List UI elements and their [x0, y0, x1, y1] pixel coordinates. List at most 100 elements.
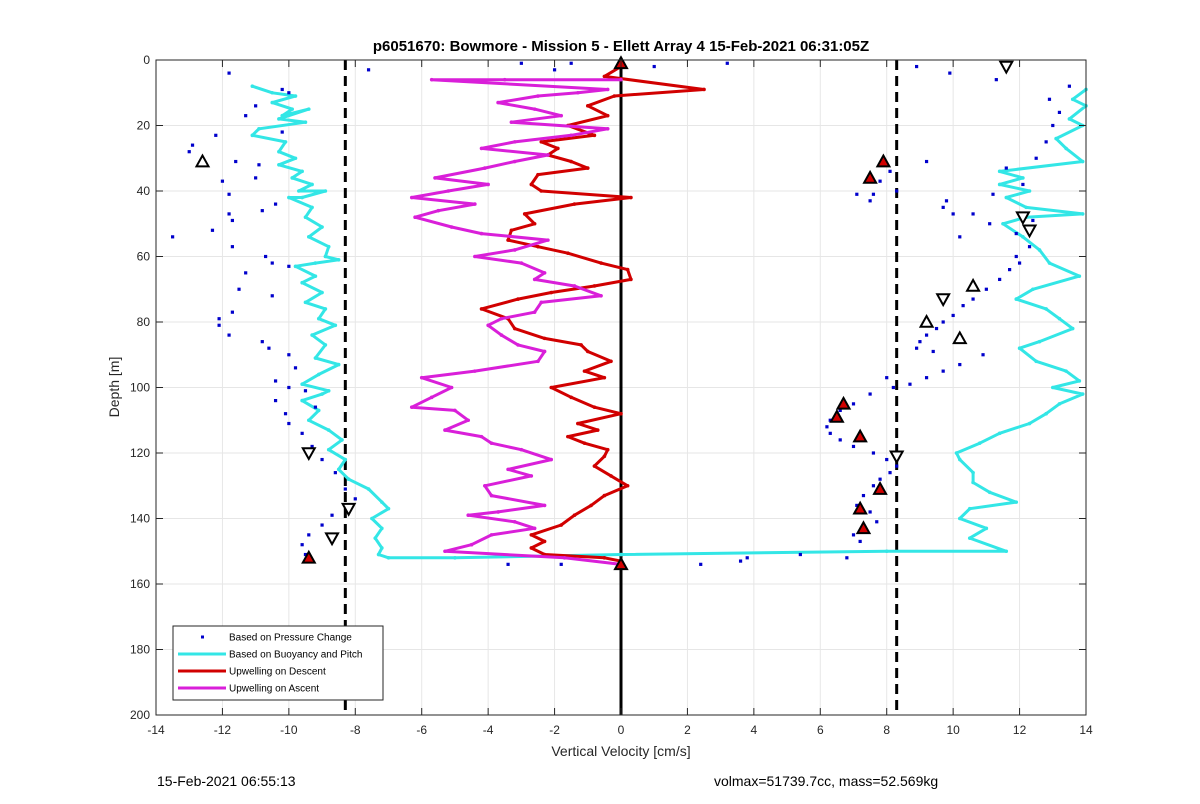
- pressure-point: [738, 559, 743, 563]
- series-point: [609, 359, 613, 364]
- series-point: [585, 104, 590, 108]
- series-line-based-on-buoyancy-and-pitch: [250, 84, 1088, 560]
- series-point: [592, 464, 597, 468]
- pressure-point: [214, 133, 218, 137]
- series-point: [313, 356, 318, 360]
- pressure-point: [875, 520, 879, 524]
- x-tick-label: -14: [147, 723, 165, 737]
- series-point: [569, 133, 573, 138]
- series-point: [529, 474, 534, 478]
- pressure-point: [230, 245, 234, 249]
- pressure-point: [888, 471, 892, 475]
- pressure-point: [1017, 261, 1022, 265]
- series-point: [366, 487, 371, 491]
- series-point: [556, 146, 560, 151]
- series-point: [585, 349, 590, 354]
- x-tick-label: -4: [483, 723, 494, 737]
- y-tick-label: 200: [130, 708, 150, 722]
- series-point: [473, 254, 477, 259]
- series-point: [532, 221, 537, 226]
- pressure-point: [257, 163, 261, 167]
- pressure-point: [878, 179, 882, 183]
- series-point: [602, 375, 607, 380]
- series-point: [336, 467, 341, 472]
- pressure-point: [1008, 268, 1012, 272]
- series-point: [506, 238, 510, 242]
- pressure-point: [851, 444, 856, 449]
- series-point: [1037, 248, 1042, 252]
- pressure-point: [961, 304, 965, 308]
- series-point: [572, 202, 577, 206]
- pressure-point: [971, 212, 975, 216]
- x-tick-label: 0: [618, 723, 625, 737]
- series-point: [303, 300, 308, 305]
- pressure-point: [745, 556, 749, 560]
- series-point: [967, 506, 972, 511]
- series-point: [300, 280, 304, 285]
- marker-layer: [194, 55, 1038, 571]
- pressure-point: [861, 493, 866, 498]
- series-point: [512, 140, 517, 144]
- series-point: [300, 169, 304, 174]
- pressure-point: [984, 287, 988, 291]
- pressure-point: [971, 297, 975, 301]
- series-point: [529, 546, 534, 550]
- series-point: [997, 182, 1002, 187]
- series-point: [1077, 274, 1082, 278]
- series-point: [1064, 369, 1068, 373]
- series-point: [293, 264, 298, 269]
- series-point: [997, 169, 1002, 174]
- series-point: [453, 408, 457, 413]
- pressure-point: [270, 294, 274, 298]
- ascent-down-triangle-marker: [998, 60, 1014, 75]
- pressure-point: [343, 487, 347, 491]
- series-point: [576, 90, 580, 95]
- series-point: [1024, 205, 1029, 210]
- pressure-point: [1051, 123, 1055, 128]
- series-point: [1057, 316, 1062, 321]
- pressure-point: [287, 385, 291, 390]
- series-point: [1044, 307, 1048, 311]
- series-point: [519, 261, 524, 265]
- series-point: [562, 556, 567, 560]
- series-point: [499, 316, 504, 321]
- pressure-point: [293, 366, 298, 370]
- series-point: [496, 100, 500, 105]
- series-point: [532, 107, 537, 111]
- series-point: [529, 182, 534, 187]
- series-point: [429, 77, 434, 82]
- pressure-point: [868, 510, 872, 514]
- pressure-point: [264, 254, 268, 259]
- series-point: [449, 225, 454, 229]
- series-point: [433, 176, 437, 180]
- series-point: [340, 438, 344, 442]
- series-point: [569, 159, 573, 164]
- pressure-point: [991, 192, 995, 196]
- series-point: [326, 428, 331, 432]
- series-point: [326, 244, 331, 249]
- pressure-point: [988, 222, 992, 226]
- x-tick-label: -2: [549, 723, 560, 737]
- series-point: [971, 480, 975, 485]
- series-point: [506, 467, 510, 472]
- ascent-triangle-marker: [918, 313, 935, 328]
- series-point: [290, 176, 294, 180]
- y-tick-label: 100: [130, 381, 150, 395]
- footer-timestamp: 15-Feb-2021 06:55:13: [157, 773, 296, 789]
- pressure-point: [1027, 245, 1032, 249]
- pressure-point: [320, 457, 324, 462]
- series-point: [1044, 411, 1048, 416]
- series-point: [967, 536, 972, 540]
- series-point: [576, 421, 580, 426]
- series-point: [884, 549, 889, 554]
- pressure-point: [699, 562, 703, 566]
- ascent-down-triangle-marker: [935, 293, 951, 308]
- series-point: [609, 474, 613, 478]
- pressure-point: [254, 176, 258, 180]
- series-point: [316, 408, 321, 413]
- series-point: [409, 195, 414, 200]
- series-point: [512, 519, 517, 524]
- series-point: [566, 251, 570, 256]
- pressure-point: [851, 402, 856, 406]
- series-point: [549, 290, 554, 295]
